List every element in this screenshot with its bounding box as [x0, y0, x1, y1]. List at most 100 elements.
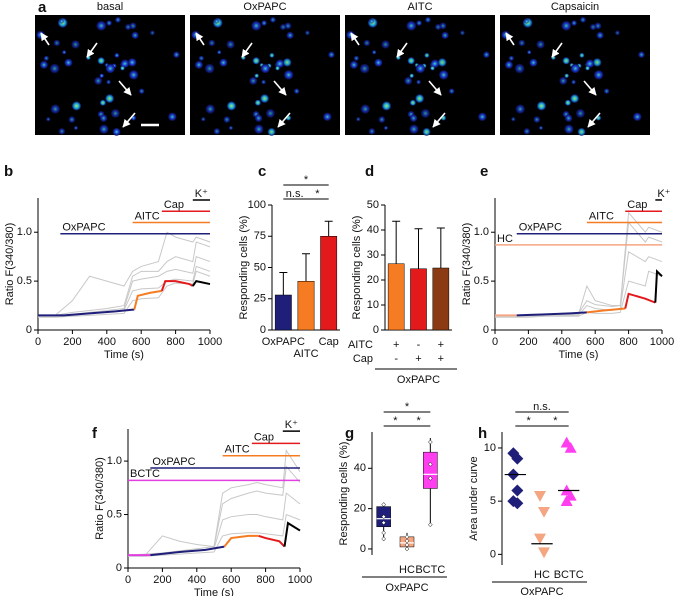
arrow	[241, 42, 253, 58]
cell	[127, 58, 137, 67]
cell	[275, 59, 285, 68]
cell	[260, 63, 270, 74]
bar	[387, 263, 405, 331]
y-tick-label: 0	[26, 324, 32, 336]
image-title: OxPAPC	[243, 1, 286, 13]
cell	[374, 58, 383, 67]
condition-name: AITC	[348, 339, 373, 351]
image-panel	[500, 15, 650, 136]
cell	[437, 58, 447, 67]
cell	[359, 63, 370, 74]
cell	[356, 116, 361, 122]
cell	[360, 104, 370, 114]
x-tick-label: HC	[399, 564, 415, 576]
panel-label: a	[38, 0, 47, 16]
panel-label: c	[258, 163, 266, 180]
y-tick-label: 20	[367, 274, 379, 286]
cell	[62, 50, 67, 55]
cell	[564, 114, 573, 122]
point	[381, 536, 387, 542]
cell	[561, 20, 572, 31]
cell	[383, 125, 388, 130]
cell	[511, 116, 516, 122]
cell	[249, 76, 258, 85]
cell	[114, 16, 121, 23]
condition-mark: +	[415, 353, 421, 365]
cell	[59, 19, 64, 24]
cell	[106, 20, 112, 26]
cell	[71, 101, 82, 111]
cell	[304, 30, 310, 36]
cell	[226, 40, 235, 49]
point	[381, 520, 387, 526]
x-axis-label: Time (s)	[194, 587, 234, 596]
treatment-label: Cap	[627, 199, 647, 211]
mean-trace	[516, 311, 587, 317]
cell	[228, 125, 233, 130]
cell	[575, 108, 585, 118]
image-title: basal	[97, 1, 123, 13]
arrow	[396, 42, 408, 58]
condition-mark: -	[417, 339, 421, 351]
cell	[204, 63, 215, 74]
cell	[208, 39, 216, 47]
panel-label: d	[365, 163, 374, 180]
arrow	[40, 32, 50, 46]
cell	[518, 39, 526, 47]
marker	[511, 497, 524, 510]
treatment-label: HC	[497, 233, 513, 245]
cell	[43, 55, 50, 61]
cell	[265, 108, 275, 118]
cell	[96, 20, 107, 31]
cell	[589, 23, 597, 31]
bar	[274, 294, 292, 331]
marker	[538, 507, 550, 518]
cell	[58, 127, 66, 135]
trace	[38, 241, 211, 316]
cell	[523, 127, 531, 135]
cell	[46, 116, 51, 122]
cell	[124, 23, 132, 31]
cell	[214, 19, 219, 24]
significance-label: *	[417, 415, 422, 427]
cell	[138, 88, 145, 94]
cell	[483, 51, 490, 59]
image-title: Capsaicin	[551, 1, 599, 13]
cell	[533, 116, 541, 123]
marker	[511, 452, 524, 465]
group-label: OxPAPC	[397, 374, 440, 386]
cell	[349, 60, 358, 69]
marker	[511, 484, 524, 497]
condition-mark: +	[393, 339, 399, 351]
point	[404, 542, 410, 548]
cell	[381, 101, 392, 111]
cell	[638, 51, 645, 59]
cell	[378, 116, 386, 123]
cell	[99, 124, 109, 134]
trace	[128, 465, 301, 556]
treatment-label: OxPAPC	[519, 222, 562, 234]
x-tick-label: 200	[153, 574, 171, 586]
x-tick-label: 400	[188, 574, 206, 586]
x-tick-label: 400	[553, 336, 571, 348]
condition-mark: -	[394, 353, 398, 365]
image	[35, 15, 185, 135]
cell	[99, 114, 108, 122]
y-tick-label: 40	[354, 462, 366, 474]
marker	[564, 441, 577, 453]
y-tick-label: 30	[367, 249, 379, 261]
cell	[415, 63, 425, 74]
cell	[328, 51, 335, 59]
cell	[286, 31, 294, 40]
cell	[562, 57, 570, 65]
cell	[603, 88, 610, 94]
significance-label: *	[304, 174, 309, 186]
arrow	[118, 80, 132, 96]
cell	[50, 104, 60, 114]
y-tick-label: 25	[254, 293, 266, 305]
arrow	[86, 42, 98, 58]
point	[381, 502, 387, 507]
cell	[226, 101, 237, 111]
x-tick-label: 600	[586, 336, 604, 348]
